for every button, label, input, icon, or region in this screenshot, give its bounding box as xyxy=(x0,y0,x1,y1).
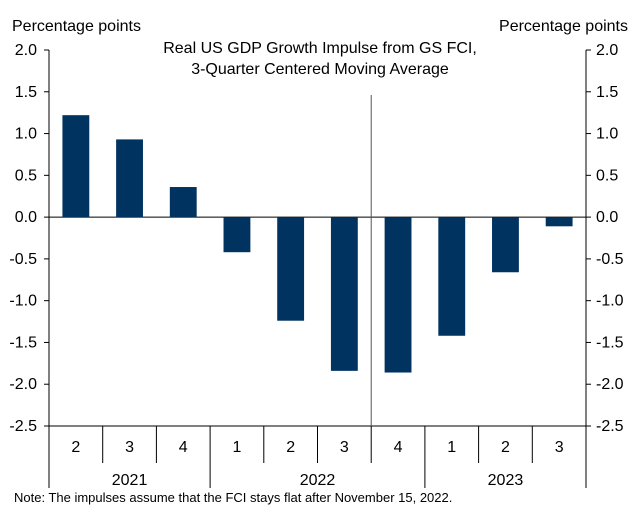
right-tick-label: -1.5 xyxy=(596,334,624,351)
left-tick-label: -1.5 xyxy=(9,334,37,351)
bar xyxy=(62,115,90,218)
chart-note: Note: The impulses assume that the FCI s… xyxy=(14,490,452,505)
left-tick-label: -0.5 xyxy=(9,251,37,268)
bar xyxy=(545,217,573,227)
x-category-label: 4 xyxy=(394,439,403,456)
bar xyxy=(223,217,251,253)
right-tick-label: 1.5 xyxy=(596,84,618,101)
chart-subtitle: 3-Quarter Centered Moving Average xyxy=(191,61,449,78)
bar xyxy=(384,217,412,373)
right-tick-label: 1.0 xyxy=(596,126,618,143)
right-tick-label: -1.0 xyxy=(596,293,624,310)
x-category-label: 1 xyxy=(447,439,456,456)
right-axis-unit-label: Percentage points xyxy=(499,18,628,35)
left-axis-unit-label: Percentage points xyxy=(12,18,141,35)
x-year-label: 2022 xyxy=(300,472,336,489)
right-tick-label: -2.5 xyxy=(596,418,624,435)
bar xyxy=(438,217,466,336)
y-tick-labels: 2.0 2.0 1.5 1.5 1.0 1.0 0.5 0.5 0.0 0.0 -0.5 -0.5 -1… xyxy=(9,42,623,435)
left-tick-label: 0.0 xyxy=(15,209,37,226)
x-category-label: 2 xyxy=(71,439,80,456)
x-category-labels: 2 3 4 1 2 3 4 1 2 3 2021 2022 2023 xyxy=(71,439,563,489)
x-year-label: 2021 xyxy=(112,472,148,489)
right-tick-label: -2.0 xyxy=(596,376,624,393)
chart-title: Real US GDP Growth Impulse from GS FCI, xyxy=(163,40,477,57)
x-category-label: 4 xyxy=(179,439,188,456)
x-category-label: 1 xyxy=(232,439,241,456)
x-category-label: 3 xyxy=(555,439,564,456)
left-tick-label: 1.5 xyxy=(15,84,37,101)
bars xyxy=(62,115,573,373)
left-tick-label: 0.5 xyxy=(15,167,37,184)
right-tick-label: -0.5 xyxy=(596,251,624,268)
right-tick-label: 2.0 xyxy=(596,42,618,59)
x-category-label: 3 xyxy=(340,439,349,456)
x-year-label: 2023 xyxy=(488,472,524,489)
x-category-label: 2 xyxy=(501,439,510,456)
bar xyxy=(169,187,197,218)
left-tick-label: -1.0 xyxy=(9,293,37,310)
left-tick-label: 1.0 xyxy=(15,126,37,143)
x-category-label: 2 xyxy=(286,439,295,456)
left-tick-label: -2.0 xyxy=(9,376,37,393)
x-category-label: 3 xyxy=(125,439,134,456)
right-tick-label: 0.5 xyxy=(596,167,618,184)
right-tick-label: 0.0 xyxy=(596,209,618,226)
left-tick-label: 2.0 xyxy=(15,42,37,59)
bar xyxy=(330,217,358,371)
left-tick-label: -2.5 xyxy=(9,418,37,435)
bar xyxy=(116,139,143,218)
bar xyxy=(492,217,519,273)
bar xyxy=(277,217,305,321)
